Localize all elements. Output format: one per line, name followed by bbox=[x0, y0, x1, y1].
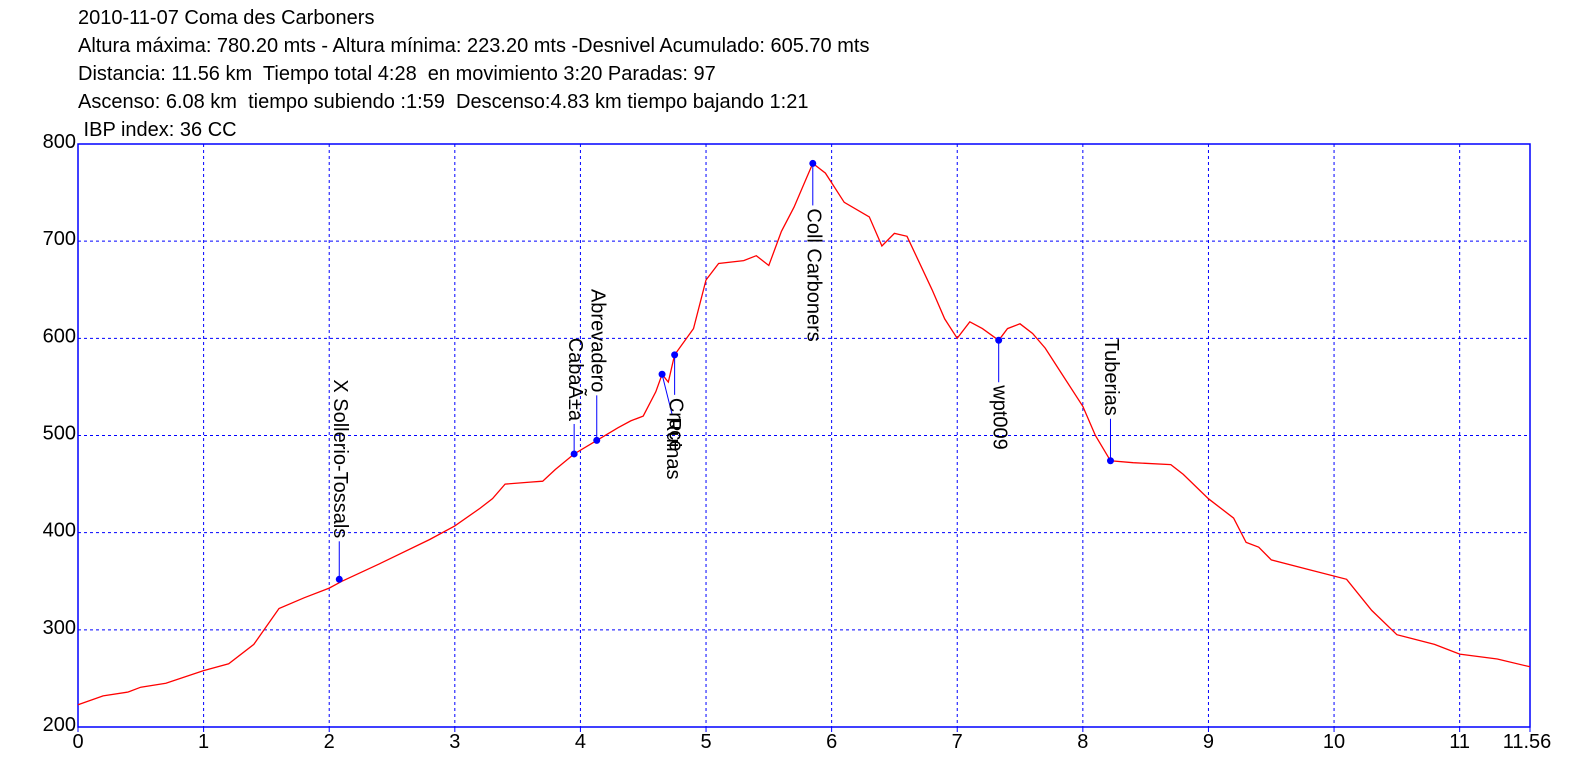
x-tick-label: 6 bbox=[826, 731, 837, 753]
x-tick-label: 9 bbox=[1203, 731, 1214, 753]
waypoint-leader bbox=[661, 374, 673, 415]
waypoint bbox=[995, 336, 1003, 344]
x-tick-label: 1 bbox=[198, 731, 209, 753]
waypoint-label: X Sollerio-Tossals bbox=[329, 379, 351, 538]
y-tick-label: 300 bbox=[43, 617, 76, 639]
y-tick-label: 400 bbox=[43, 520, 76, 542]
waypoint-label: Tuberias bbox=[1100, 339, 1122, 416]
subtitle-line: Ascenso: 6.08 km tiempo subiendo :1:59 D… bbox=[78, 91, 808, 113]
waypoint bbox=[335, 575, 343, 583]
y-tick-label: 700 bbox=[43, 228, 76, 250]
x-tick-label: 11 bbox=[1449, 731, 1470, 753]
y-tick-label: 500 bbox=[43, 423, 76, 445]
x-tick-label: 7 bbox=[952, 731, 963, 753]
waypoint bbox=[658, 370, 666, 378]
waypoint bbox=[570, 450, 578, 458]
x-tick-label: 4 bbox=[575, 731, 586, 753]
waypoint-label: Coll Carboners bbox=[803, 208, 825, 341]
plot-frame bbox=[77, 143, 1531, 728]
waypoint bbox=[593, 436, 601, 444]
subtitle-line: IBP index: 36 CC bbox=[78, 119, 237, 141]
chart-title: 2010-11-07 Coma des Carboners bbox=[78, 7, 374, 29]
x-tick-label: 10 bbox=[1323, 731, 1345, 753]
waypoint-label: CabaÃ±a bbox=[564, 338, 588, 422]
x-tick-label: 8 bbox=[1077, 731, 1088, 753]
waypoint-label: Ruinas bbox=[662, 417, 684, 479]
subtitle-line: Distancia: 11.56 km Tiempo total 4:28 en… bbox=[78, 63, 716, 85]
x-tick-label: 5 bbox=[700, 731, 711, 753]
x-tick-label: 11.56 bbox=[1503, 731, 1552, 753]
waypoint bbox=[1106, 457, 1114, 465]
subtitle-line: Altura máxima: 780.20 mts - Altura mínim… bbox=[78, 35, 869, 57]
x-tick-label: 0 bbox=[72, 731, 83, 753]
elevation-line bbox=[77, 162, 1531, 706]
waypoint bbox=[671, 351, 679, 359]
waypoint-label: Cruce bbox=[664, 398, 686, 451]
y-tick-label: 600 bbox=[43, 325, 76, 347]
waypoint-label: Abrevadero bbox=[586, 289, 608, 392]
waypoint bbox=[809, 159, 817, 167]
x-tick-label: 2 bbox=[324, 731, 335, 753]
y-tick-label: 800 bbox=[43, 131, 76, 153]
x-tick-label: 3 bbox=[449, 731, 460, 753]
y-tick-label: 200 bbox=[43, 714, 76, 736]
waypoint-label: wpt009 bbox=[988, 384, 1010, 450]
